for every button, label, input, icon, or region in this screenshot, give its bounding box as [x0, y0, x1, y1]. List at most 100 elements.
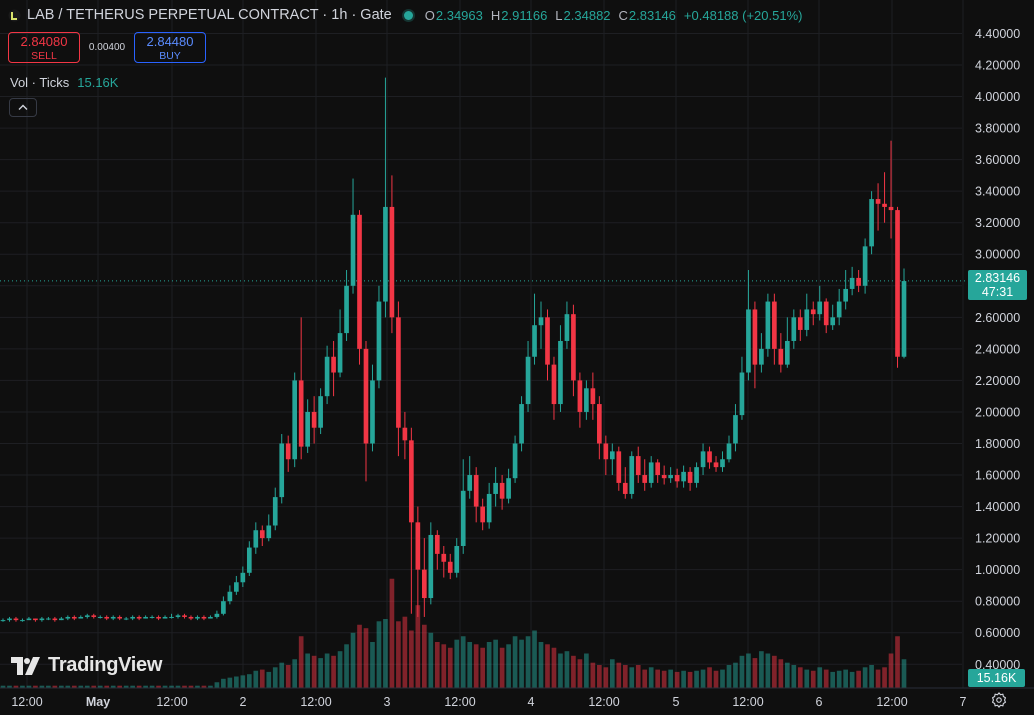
volume-bar	[344, 644, 349, 688]
volume-bar	[110, 685, 116, 688]
candle-body	[772, 301, 777, 349]
candle-body	[532, 325, 537, 357]
candle-body	[759, 348, 764, 365]
candle-body	[46, 618, 51, 620]
volume-bar	[525, 636, 531, 688]
collapse-legend-button[interactable]	[9, 98, 37, 117]
volume-bar	[421, 624, 427, 688]
volume-bar	[97, 685, 103, 688]
sell-button[interactable]: 2.84080 SELL	[8, 32, 80, 63]
candle-body	[136, 616, 142, 619]
volume-bar	[810, 670, 816, 688]
market-status-dot[interactable]	[403, 10, 413, 20]
tradingview-logo[interactable]: TradingView	[11, 654, 162, 677]
time-tick-label: 12:00	[588, 695, 619, 709]
sell-price: 2.84080	[20, 34, 68, 49]
ohlc-values: O2.34963 H2.91166 L2.34882 C2.83146 +0.4…	[425, 8, 803, 23]
volume-bar	[875, 669, 881, 688]
candle-body	[648, 462, 654, 483]
price-tick-label: 4.00000	[975, 90, 1020, 104]
symbol-title[interactable]: LAB / TETHERUS PERPETUAL CONTRACT · 1h ·…	[27, 7, 392, 23]
volume-bar	[784, 662, 790, 688]
time-tick-label: 7	[960, 695, 967, 709]
candle-body	[311, 411, 317, 428]
candle-body	[836, 301, 842, 318]
volume-bar	[298, 636, 304, 688]
candle-body	[674, 475, 680, 482]
volume-bar	[590, 662, 596, 688]
candle-body	[538, 317, 544, 326]
price-axis[interactable]: 4.40000 4.20000 4.00000 3.80000 3.60000 3.400…	[975, 27, 1020, 672]
volume-bar	[622, 665, 628, 688]
volume-bar	[324, 653, 330, 688]
candle-body	[726, 443, 732, 460]
price-tick-label: 3.80000	[975, 122, 1020, 136]
time-tick-label: 12:00	[300, 695, 331, 709]
volume-bar	[182, 685, 187, 688]
volume-bar	[162, 685, 168, 688]
volume-bar	[486, 642, 492, 688]
candle-body	[830, 317, 836, 326]
candle-body	[817, 301, 823, 315]
time-tick-label: 5	[673, 695, 680, 709]
gear-icon[interactable]	[990, 691, 1008, 709]
volume-label: Vol · Ticks	[10, 75, 70, 90]
volume-bar	[259, 669, 265, 688]
buy-button[interactable]: 2.84480 BUY	[134, 32, 206, 63]
candle-body	[84, 615, 90, 617]
volume-bar	[778, 659, 784, 688]
candle-body	[460, 490, 466, 546]
candle-body	[720, 459, 725, 468]
candle-body	[123, 618, 129, 620]
candle-body	[65, 616, 71, 619]
volume-bar	[571, 655, 576, 688]
candle-body	[318, 396, 323, 428]
volume-legend[interactable]: Vol · Ticks 15.16K	[10, 75, 118, 90]
volume-bar	[7, 685, 12, 688]
candle-body	[545, 317, 550, 365]
volume-bar	[558, 653, 563, 688]
volume-bar	[765, 653, 771, 688]
volume-bar	[836, 670, 842, 688]
volume-bar	[480, 647, 486, 688]
candle-body	[681, 471, 686, 482]
volume-bar	[791, 665, 797, 688]
volume-bar	[266, 671, 272, 688]
volume-bar	[434, 642, 440, 688]
volume-bar	[882, 667, 887, 688]
volume-bar	[143, 685, 148, 688]
candle-body	[765, 301, 771, 349]
price-tick-label: 2.00000	[975, 405, 1020, 419]
candle-body	[97, 616, 103, 618]
candle-body	[71, 616, 77, 619]
volume-bar	[117, 685, 123, 688]
candle-body	[20, 620, 25, 622]
candle-body	[882, 203, 887, 207]
candle-body	[901, 281, 907, 357]
volume-bar	[305, 653, 310, 688]
low-label: L	[555, 7, 563, 23]
candle-body	[784, 340, 790, 365]
candle-body	[285, 443, 291, 460]
volume-bar	[156, 685, 161, 688]
candle-body	[0, 620, 6, 622]
candle-body	[577, 380, 583, 412]
volume-bar	[350, 632, 356, 688]
candle-body	[246, 547, 252, 573]
price-tick-label: 4.20000	[975, 59, 1020, 73]
volume-bar	[292, 659, 298, 688]
time-axis[interactable]: 12:00 May 12:00 2 12:00 3 12:00 4 12:00 5 12:00 6 12…	[0, 687, 1034, 709]
candle-body	[849, 277, 855, 289]
candle-body	[895, 210, 900, 357]
candle-body	[214, 613, 220, 617]
volume-bar	[78, 685, 84, 688]
candle-body	[130, 616, 135, 619]
volume-bar	[39, 685, 45, 688]
candle-body	[78, 616, 84, 619]
candle-body	[344, 285, 349, 334]
volume-bar	[0, 685, 6, 688]
volume-bar	[545, 644, 550, 688]
candle-body	[791, 317, 797, 341]
volume-bar	[661, 670, 667, 688]
